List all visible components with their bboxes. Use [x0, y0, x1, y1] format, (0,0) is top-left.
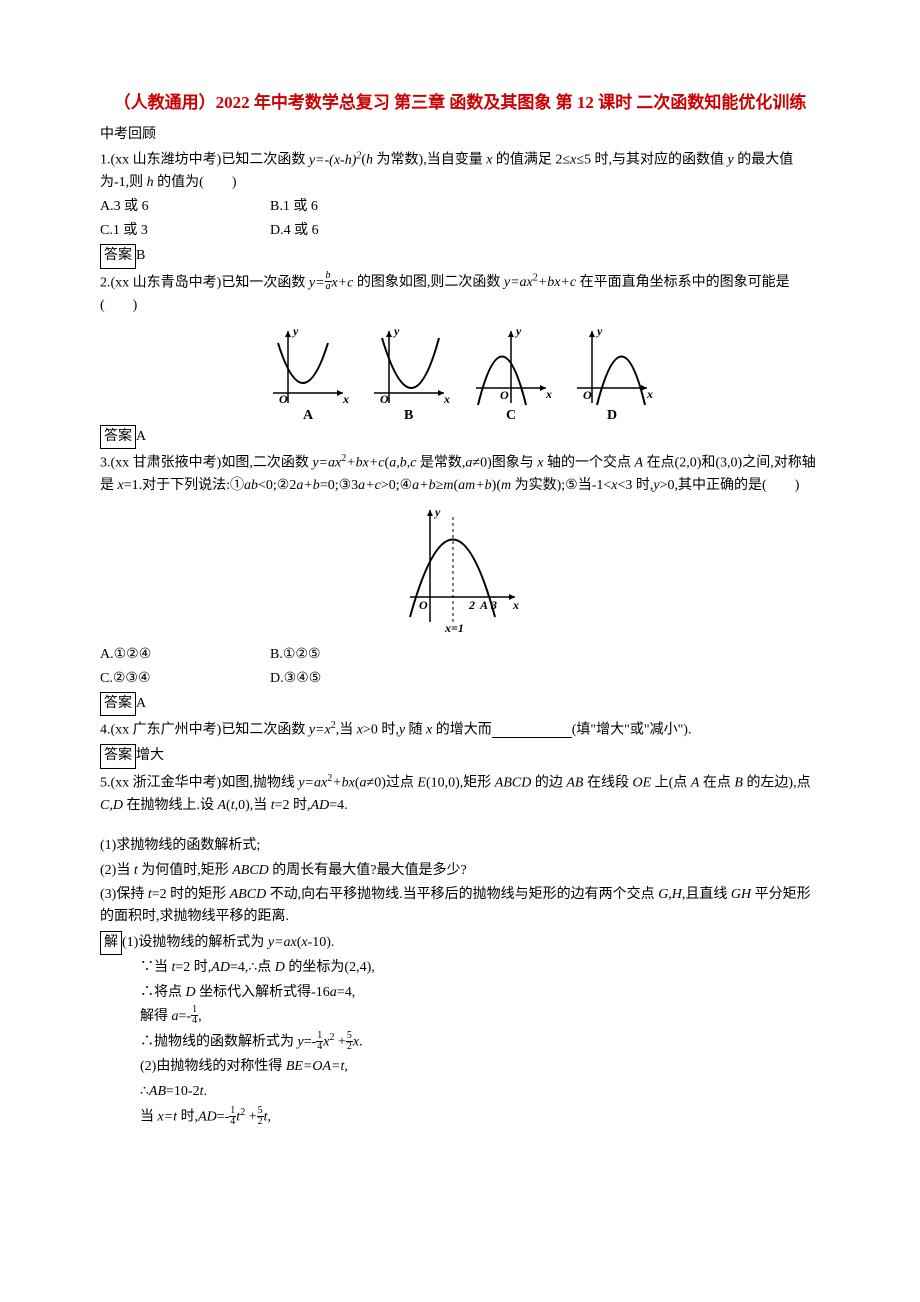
fill-blank: [492, 724, 572, 738]
q5-sol-start: 解(1)设抛物线的解析式为 y=ax(x-10).: [100, 931, 820, 955]
q1-optC: C.1 或 3: [100, 220, 270, 242]
svg-text:y: y: [514, 324, 522, 338]
q2-graph-A: O x y A: [263, 323, 353, 423]
q5-sub3: (3)保持 t=2 时的矩形 ABCD 不动,向右平移抛物线.当平移后的抛物线与…: [100, 884, 820, 929]
svg-text:x: x: [646, 387, 653, 401]
q5-sub1: (1)求抛物线的函数解析式;: [100, 835, 820, 857]
q2-graph-C: O x y C: [466, 323, 556, 423]
svg-text:B: B: [404, 408, 413, 423]
q2-graph-B: O x y B: [364, 323, 454, 423]
svg-text:A: A: [303, 408, 314, 423]
q5-sol6: (2)由抛物线的对称性得 BE=OA=t,: [100, 1056, 820, 1078]
q4-answer: 增大: [136, 748, 164, 763]
svg-text:x: x: [443, 392, 450, 406]
svg-text:y: y: [392, 324, 400, 338]
section-heading: 中考回顾: [100, 124, 820, 146]
q5-sol4: 解得 a=-14,: [100, 1006, 820, 1028]
q5-sol3: ∴将点 D 坐标代入解析式得-16a=4,: [100, 982, 820, 1004]
q2-answer: A: [136, 429, 146, 444]
answer-box: 答案: [100, 692, 136, 716]
svg-text:O: O: [380, 392, 389, 406]
svg-text:O: O: [419, 598, 428, 612]
q1-optA: A.3 或 6: [100, 196, 270, 218]
q5-sol7: ∴AB=10-2t.: [100, 1081, 820, 1103]
svg-text:x: x: [545, 387, 552, 401]
q3-optC: C.②③④: [100, 668, 270, 690]
q3-optA: A.①②④: [100, 644, 270, 666]
q1-text-pre: 1.(xx 山东潍坊中考)已知二次函数: [100, 153, 309, 168]
q3-answer: A: [136, 696, 146, 711]
q4-answer-line: 答案增大: [100, 744, 820, 768]
svg-text:O: O: [279, 392, 288, 406]
svg-text:3: 3: [490, 598, 497, 612]
q2-answer-line: 答案A: [100, 425, 820, 449]
q3-options-row2: C.②③④ D.③④⑤: [100, 668, 820, 690]
q3-options-row1: A.①②④ B.①②⑤: [100, 644, 820, 666]
solution-box: 解: [100, 931, 122, 955]
svg-text:y: y: [433, 505, 441, 519]
answer-box: 答案: [100, 244, 136, 268]
q3-stem: 3.(xx 甘肃张掖中考)如图,二次函数 y=ax2+bx+c(a,b,c 是常…: [100, 451, 820, 497]
q1-optD: D.4 或 6: [270, 220, 440, 242]
q1-options-row2: C.1 或 3 D.4 或 6: [100, 220, 820, 242]
svg-text:2: 2: [468, 598, 475, 612]
q3-optB: B.①②⑤: [270, 644, 440, 666]
svg-text:x: x: [342, 392, 349, 406]
q2-graph-row: O x y A O x y B O x y C O x y D: [100, 323, 820, 423]
svg-text:x=1: x=1: [444, 621, 464, 632]
q5-sub2: (2)当 t 为何值时,矩形 ABCD 的周长有最大值?最大值是多少?: [100, 860, 820, 882]
svg-text:C: C: [506, 408, 516, 423]
q3-optD: D.③④⑤: [270, 668, 440, 690]
q1-stem: 1.(xx 山东潍坊中考)已知二次函数 y=-(x-h)2(h 为常数),当自变…: [100, 148, 820, 194]
q1-options-row1: A.3 或 6 B.1 或 6: [100, 196, 820, 218]
svg-text:y: y: [595, 324, 603, 338]
answer-box: 答案: [100, 425, 136, 449]
q3-graph: O x y 2 A 3 x=1: [100, 502, 820, 640]
q1-formula: y=-(x-h)2: [309, 153, 362, 168]
svg-text:x: x: [512, 598, 519, 612]
q2-stem: 2.(xx 山东青岛中考)已知一次函数 y=bax+c 的图象如图,则二次函数 …: [100, 271, 820, 317]
q2-text-pre: 2.(xx 山东青岛中考)已知一次函数: [100, 275, 309, 290]
q1-answer-line: 答案B: [100, 244, 820, 268]
svg-text:y: y: [291, 324, 299, 338]
q3-answer-line: 答案A: [100, 692, 820, 716]
q1-answer: B: [136, 248, 145, 263]
q5-sol5: ∴抛物线的函数解析式为 y=-14x2 +52x.: [100, 1030, 820, 1054]
document-title: （人教通用）2022 年中考数学总复习 第三章 函数及其图象 第 12 课时 二…: [100, 90, 820, 116]
svg-text:D: D: [607, 408, 617, 423]
q5-sol2: ∵当 t=2 时,AD=4,∴点 D 的坐标为(2,4),: [100, 957, 820, 979]
q5-sol8: 当 x=t 时,AD=-14t2 +52t,: [100, 1105, 820, 1129]
q5-stem: 5.(xx 浙江金华中考)如图,抛物线 y=ax2+bx(a≠0)过点 E(10…: [100, 771, 820, 817]
svg-text:O: O: [500, 388, 509, 402]
answer-box: 答案: [100, 744, 136, 768]
q1-optB: B.1 或 6: [270, 196, 440, 218]
svg-text:O: O: [583, 388, 592, 402]
q4-stem: 4.(xx 广东广州中考)已知二次函数 y=x2,当 x>0 时,y 随 x 的…: [100, 718, 820, 742]
svg-text:A: A: [479, 598, 488, 612]
q2-graph-D: O x y D: [567, 323, 657, 423]
